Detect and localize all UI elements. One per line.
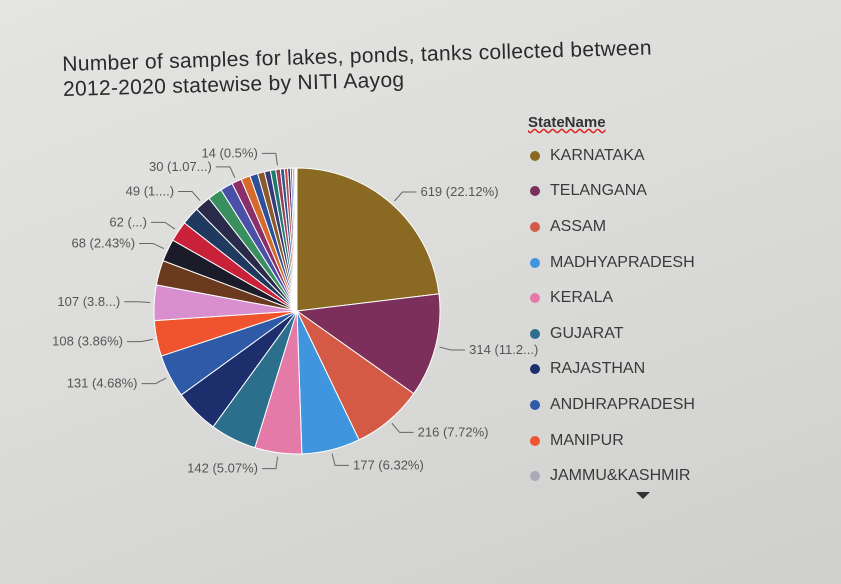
legend-label: JAMMU&KASHMIR xyxy=(550,467,691,485)
data-label: 30 (1.07...) xyxy=(149,159,212,174)
legend: KARNATAKA TELANGANA ASSAM MADHYAPRADESH KERA… xyxy=(530,138,695,494)
pie-slice[interactable] xyxy=(295,293,441,395)
legend-item[interactable]: MANIPUR xyxy=(530,423,695,459)
legend-item[interactable]: ANDHRAPRADESH xyxy=(530,387,695,423)
legend-swatch xyxy=(530,399,540,410)
data-label-leader xyxy=(178,191,201,201)
legend-item[interactable]: TELANGANA xyxy=(530,174,695,210)
legend-swatch xyxy=(530,471,540,482)
legend-label: TELANGANA xyxy=(550,182,647,200)
legend-item[interactable]: KARNATAKA xyxy=(530,138,695,174)
data-label-leader xyxy=(126,338,153,343)
legend-label: MANIPUR xyxy=(550,431,624,449)
legend-swatch xyxy=(530,221,540,232)
data-label: 314 (11.2...) xyxy=(469,342,538,357)
data-label-leader xyxy=(150,221,176,230)
legend-item[interactable]: ASSAM xyxy=(530,209,695,245)
data-label-leader xyxy=(124,301,151,303)
legend-label: MADHYAPRADESH xyxy=(550,253,695,271)
pie-slice[interactable] xyxy=(295,167,298,312)
data-label: 619 (22.12%) xyxy=(420,184,498,199)
data-label-leader xyxy=(261,152,278,166)
data-label: 131 (4.68%) xyxy=(67,376,138,391)
data-label: 142 (5.07%) xyxy=(187,461,258,476)
legend-label: KARNATAKA xyxy=(550,146,645,164)
legend-item[interactable]: RAJASTHAN xyxy=(530,352,695,388)
legend-item[interactable]: KERALA xyxy=(530,280,695,316)
legend-label: GUJARAT xyxy=(550,324,624,342)
data-label-leader xyxy=(439,346,466,351)
legend-item[interactable]: GUJARAT xyxy=(530,316,695,352)
data-label: 49 (1....) xyxy=(126,184,174,199)
legend-label: ANDHRAPRADESH xyxy=(550,395,695,413)
data-label-leader xyxy=(331,453,350,466)
legend-swatch xyxy=(530,186,540,197)
data-label: 14 (0.5%) xyxy=(201,145,257,160)
data-label-leader xyxy=(215,166,236,178)
legend-scroll-down-icon[interactable] xyxy=(636,492,650,499)
data-label: 68 (2.43%) xyxy=(71,235,135,250)
data-label: 62 (...) xyxy=(109,214,147,229)
legend-item[interactable]: JAMMU&KASHMIR xyxy=(530,458,695,494)
data-label: 177 (6.32%) xyxy=(353,457,424,472)
legend-swatch xyxy=(530,435,540,446)
data-label-leader xyxy=(141,377,167,385)
data-label: 107 (3.8...) xyxy=(57,294,120,309)
data-label: 108 (3.86%) xyxy=(52,334,123,349)
data-label-leader xyxy=(391,422,414,433)
legend-swatch xyxy=(530,293,540,304)
data-label: 216 (7.72%) xyxy=(418,424,489,439)
pie-slice[interactable] xyxy=(296,167,440,312)
legend-label: RAJASTHAN xyxy=(550,360,646,378)
legend-label: KERALA xyxy=(550,289,614,307)
data-label-leader xyxy=(262,456,279,470)
data-label-leader xyxy=(139,242,165,249)
data-label-leader xyxy=(394,191,417,202)
legend-swatch xyxy=(530,150,540,161)
legend-label: ASSAM xyxy=(550,217,607,235)
legend-title: StateName xyxy=(528,114,606,131)
legend-swatch xyxy=(530,257,540,268)
legend-swatch xyxy=(530,364,540,375)
legend-item[interactable]: MADHYAPRADESH xyxy=(530,245,695,281)
legend-swatch xyxy=(530,328,540,339)
